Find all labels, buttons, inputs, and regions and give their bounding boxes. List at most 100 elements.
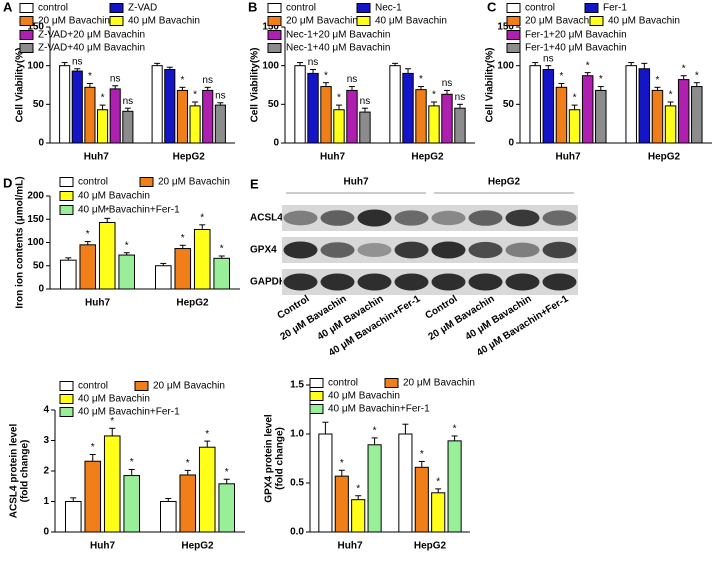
legend-label: control bbox=[78, 177, 108, 188]
annotation: * bbox=[559, 71, 563, 82]
error-bar bbox=[84, 241, 91, 245]
legend-label: Fer-1+40 μM Bavachin bbox=[525, 43, 627, 54]
bar bbox=[307, 72, 319, 144]
y-tick-label: 1.5 bbox=[290, 380, 304, 391]
error-bar bbox=[70, 497, 77, 502]
y-axis-label: Iron ion contents (μmol/mL) bbox=[15, 176, 26, 308]
error-bar bbox=[154, 62, 161, 66]
annotation: ns bbox=[543, 53, 554, 64]
legend-swatch bbox=[356, 16, 371, 26]
y-tick-label: 50 bbox=[503, 99, 515, 110]
annotation: * bbox=[200, 212, 204, 223]
x-tick-label: HepG2 bbox=[648, 152, 681, 163]
blot-band bbox=[283, 241, 318, 259]
error-bar bbox=[179, 244, 186, 249]
y-tick-label: 150 bbox=[27, 22, 44, 33]
legend-swatch bbox=[356, 3, 371, 13]
bar bbox=[625, 65, 637, 144]
x-tick-label: Huh7 bbox=[338, 541, 363, 552]
x-tick-label: HepG2 bbox=[414, 541, 447, 552]
bar bbox=[198, 446, 216, 533]
legend-swatch bbox=[139, 177, 154, 187]
legend-swatch bbox=[59, 407, 74, 417]
blot-band bbox=[431, 273, 466, 291]
error-bar bbox=[532, 62, 539, 66]
annotation: * bbox=[86, 229, 90, 240]
error-bar bbox=[166, 66, 173, 70]
legend-label: Nec-1+40 μM Bavachin bbox=[286, 43, 390, 54]
annotation: * bbox=[436, 477, 440, 488]
bar bbox=[123, 475, 141, 533]
legend-swatch bbox=[134, 381, 149, 391]
legend-swatch bbox=[267, 43, 282, 53]
blot-band bbox=[468, 273, 503, 291]
bar bbox=[542, 69, 555, 144]
error-bar bbox=[392, 62, 399, 66]
legend-label: control bbox=[328, 378, 358, 389]
annotation: * bbox=[419, 74, 423, 85]
bar bbox=[595, 89, 607, 144]
annotation: * bbox=[432, 90, 436, 101]
annotation: * bbox=[586, 60, 590, 71]
annotation: * bbox=[682, 63, 686, 74]
bar bbox=[164, 69, 176, 144]
blot-band bbox=[505, 209, 540, 227]
bar bbox=[664, 105, 677, 144]
annotation: * bbox=[101, 93, 105, 104]
error-bar bbox=[192, 101, 199, 106]
legend-label: Fer-1+20 μM Bavachin bbox=[525, 30, 627, 41]
bar bbox=[677, 79, 690, 144]
error-bar bbox=[348, 86, 355, 91]
bar bbox=[441, 93, 453, 144]
annotation: * bbox=[186, 458, 190, 469]
bar bbox=[109, 88, 121, 144]
annotation: ns bbox=[455, 92, 466, 103]
error-bar bbox=[297, 62, 304, 66]
legend-label: 40 μM Bavachin bbox=[128, 16, 200, 27]
bar bbox=[555, 86, 568, 144]
bar bbox=[118, 254, 136, 290]
y-tick-label: 3 bbox=[43, 435, 49, 446]
blot-row-label: ACSL4 bbox=[250, 213, 283, 224]
legend-label: control bbox=[286, 3, 316, 14]
bar bbox=[213, 257, 231, 290]
legend-label: 40 μM Bavachin bbox=[78, 394, 150, 405]
annotation: * bbox=[130, 457, 134, 468]
annotation: ns bbox=[202, 75, 213, 86]
y-tick-label: 200 bbox=[27, 191, 44, 202]
bar bbox=[202, 89, 214, 144]
legend-label: 20 μM Bavachin bbox=[403, 378, 475, 389]
annotation: ns bbox=[360, 96, 371, 107]
legend-label: 40 μM Bavachin bbox=[375, 16, 447, 27]
error-bar bbox=[654, 86, 661, 91]
legend-label: Z-VAD bbox=[128, 3, 157, 14]
legend-label: 20 μM Bavachin bbox=[153, 381, 225, 392]
annotation: * bbox=[453, 424, 457, 435]
bar bbox=[97, 109, 109, 144]
y-tick-label: 150 bbox=[262, 22, 279, 33]
y-tick-label: 100 bbox=[27, 237, 44, 248]
bar bbox=[154, 265, 172, 290]
bar bbox=[691, 86, 703, 144]
error-bar bbox=[204, 86, 211, 91]
annotation: * bbox=[340, 458, 344, 469]
legend-swatch bbox=[59, 191, 74, 201]
blot-band bbox=[320, 273, 355, 291]
annotation: ns bbox=[110, 73, 121, 84]
annotation: * bbox=[373, 426, 377, 437]
blot-group: HepG2 bbox=[488, 177, 521, 188]
error-bar bbox=[184, 469, 191, 475]
error-bar bbox=[338, 469, 345, 477]
bar bbox=[333, 109, 345, 144]
error-bar bbox=[128, 468, 135, 476]
blot-band bbox=[505, 242, 540, 258]
legend-swatch bbox=[59, 205, 74, 215]
error-bar bbox=[641, 62, 648, 69]
annotation: * bbox=[337, 93, 341, 104]
error-bar bbox=[124, 107, 131, 112]
bar bbox=[568, 109, 581, 144]
blot-group: Huh7 bbox=[344, 177, 369, 188]
y-axis-label: Cell Viability(%) bbox=[485, 48, 496, 123]
bar bbox=[367, 444, 382, 533]
blot-row-label: GAPDH bbox=[250, 277, 286, 288]
